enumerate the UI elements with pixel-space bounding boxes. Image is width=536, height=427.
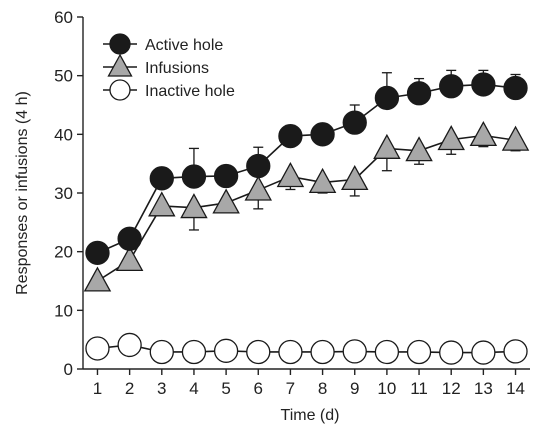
legend-label: Active hole: [145, 37, 223, 54]
data-point: [406, 339, 432, 365]
x-tick-label: 1: [93, 379, 102, 398]
series-infusions: [83, 120, 530, 292]
y-tick-label: 60: [54, 8, 73, 27]
x-tick-label: 11: [410, 379, 428, 398]
y-tick-label: 0: [64, 360, 73, 379]
legend-entry: Infusions: [103, 53, 209, 77]
x-tick-label: 2: [125, 379, 134, 398]
x-axis-label: Time (d): [281, 407, 340, 424]
data-point: [374, 339, 400, 365]
data-point: [85, 336, 110, 361]
data-point: [246, 153, 271, 179]
legend-label: Infusions: [145, 60, 209, 77]
y-tick-label: 50: [54, 67, 73, 86]
x-tick-label: 7: [286, 379, 295, 398]
x-tick-label: 8: [318, 379, 327, 398]
data-point: [213, 338, 239, 363]
data-point: [278, 123, 303, 149]
data-point: [469, 120, 498, 147]
x-tick-label: 9: [350, 379, 359, 398]
data-point: [181, 164, 207, 189]
data-point: [213, 163, 239, 189]
legend-marker: [109, 79, 131, 101]
y-tick-label: 20: [54, 243, 73, 262]
data-point: [308, 167, 337, 193]
data-point: [437, 125, 465, 151]
series-inactive-hole: [85, 332, 528, 365]
legend: Active hole Infusions Inactive hole: [103, 33, 235, 101]
x-tick-label: 5: [221, 379, 230, 398]
data-point: [471, 72, 496, 97]
data-point: [149, 166, 174, 191]
data-point: [278, 339, 303, 365]
x-tick-label: 4: [189, 379, 198, 398]
data-point: [439, 74, 464, 99]
x-tick-label: 10: [377, 379, 396, 398]
legend-label: Inactive hole: [145, 83, 235, 100]
data-point: [503, 339, 528, 364]
data-point: [244, 175, 273, 201]
legend-entry: Inactive hole: [103, 79, 235, 101]
data-point: [117, 226, 142, 251]
data-point: [406, 81, 432, 106]
x-tick-label: 6: [254, 379, 263, 398]
legend-marker: [107, 53, 133, 77]
legend-marker: [109, 33, 131, 55]
data-point: [342, 339, 367, 364]
data-point: [310, 122, 335, 147]
legend-entry: Active hole: [103, 33, 223, 55]
data-point: [373, 133, 401, 159]
data-point: [405, 136, 433, 162]
data-point: [181, 339, 207, 365]
data-point: [115, 245, 144, 272]
data-point: [342, 110, 367, 135]
y-tick-label: 30: [54, 184, 73, 203]
data-point: [501, 125, 530, 151]
data-point: [117, 332, 142, 358]
x-tick-label: 12: [442, 379, 461, 398]
data-point: [85, 240, 110, 265]
data-point: [471, 340, 496, 365]
y-axis-label: Responses or infusions (4 h): [14, 91, 31, 295]
data-point: [310, 339, 335, 365]
x-tick-label: 14: [506, 379, 525, 398]
x-tick-label: 3: [157, 379, 166, 398]
data-point: [148, 191, 176, 217]
data-point: [340, 164, 369, 191]
data-point: [149, 339, 174, 365]
data-point: [83, 266, 112, 292]
data-point: [180, 193, 208, 219]
data-point: [246, 339, 271, 365]
data-point: [374, 85, 400, 111]
y-tick-label: 40: [54, 125, 73, 144]
y-tick-label: 10: [54, 301, 73, 320]
series-active-hole: [85, 69, 528, 265]
plot-area: [83, 69, 530, 365]
x-tick-label: 13: [474, 379, 493, 398]
data-point: [276, 162, 305, 188]
data-point: [212, 188, 240, 214]
data-point: [439, 340, 464, 365]
data-point: [503, 75, 528, 101]
